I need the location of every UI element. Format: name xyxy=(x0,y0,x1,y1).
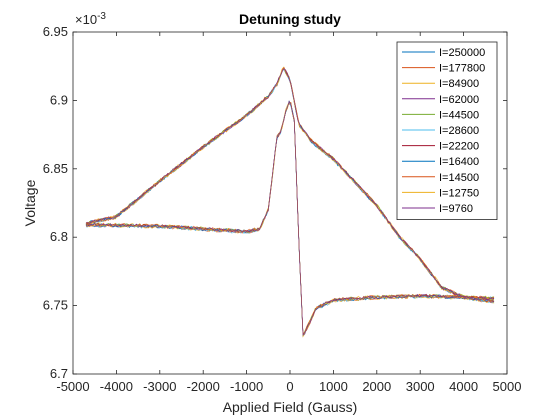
x-axis-label: Applied Field (Gauss) xyxy=(223,399,358,415)
legend-label: I=44500 xyxy=(439,109,479,121)
chart-title: Detuning study xyxy=(239,11,341,27)
y-tick-label: 6.9 xyxy=(50,92,68,107)
legend-label: I=12750 xyxy=(439,187,479,199)
y-exponent-label: ×10-3 xyxy=(75,11,106,27)
x-tick-label: -2000 xyxy=(187,379,220,394)
x-tick-label: -3000 xyxy=(143,379,176,394)
legend-label: I=84900 xyxy=(439,78,479,90)
series-sweep-up xyxy=(85,68,495,303)
legend-label: I=14500 xyxy=(439,172,479,184)
legend-label: I=22200 xyxy=(439,141,479,153)
legend-box xyxy=(396,41,498,221)
x-tick-label: 0 xyxy=(286,379,293,394)
y-tick-label: 6.75 xyxy=(43,298,68,313)
x-tick-label: -4000 xyxy=(100,379,133,394)
x-tick-label: -5000 xyxy=(56,379,89,394)
y-tick-label: 6.7 xyxy=(50,366,68,381)
series-line xyxy=(85,68,495,336)
legend: I=250000 I=177800 I=84900 I=62000 I=44500 I=2… xyxy=(396,41,498,221)
x-tick-label: 3000 xyxy=(406,379,435,394)
x-tick-label: 4000 xyxy=(449,379,478,394)
legend-label: I=28600 xyxy=(439,125,479,137)
legend-label: I=16400 xyxy=(439,156,479,168)
y-exponent-power: -3 xyxy=(97,11,106,22)
legend-label: I=62000 xyxy=(439,94,479,106)
x-tick-label: 5000 xyxy=(493,379,522,394)
tick-layer: -5000 -4000 -3000 -2000 -1000 0 1000 2000 3000 40… xyxy=(43,24,522,394)
x-tick-label: 1000 xyxy=(319,379,348,394)
y-exponent-base: ×10 xyxy=(75,12,97,27)
x-tick-label: 2000 xyxy=(362,379,391,394)
y-tick-label: 6.85 xyxy=(43,161,68,176)
y-axis-label: Voltage xyxy=(22,179,38,226)
x-tick-label: -1000 xyxy=(230,379,263,394)
y-tick-label: 6.8 xyxy=(50,229,68,244)
legend-label: I=250000 xyxy=(439,47,485,59)
legend-label: I=177800 xyxy=(439,63,485,75)
y-tick-label: 6.95 xyxy=(43,24,68,39)
series-layer xyxy=(85,66,495,338)
series-sweep-down xyxy=(85,101,495,336)
legend-label: I=9760 xyxy=(439,203,473,215)
